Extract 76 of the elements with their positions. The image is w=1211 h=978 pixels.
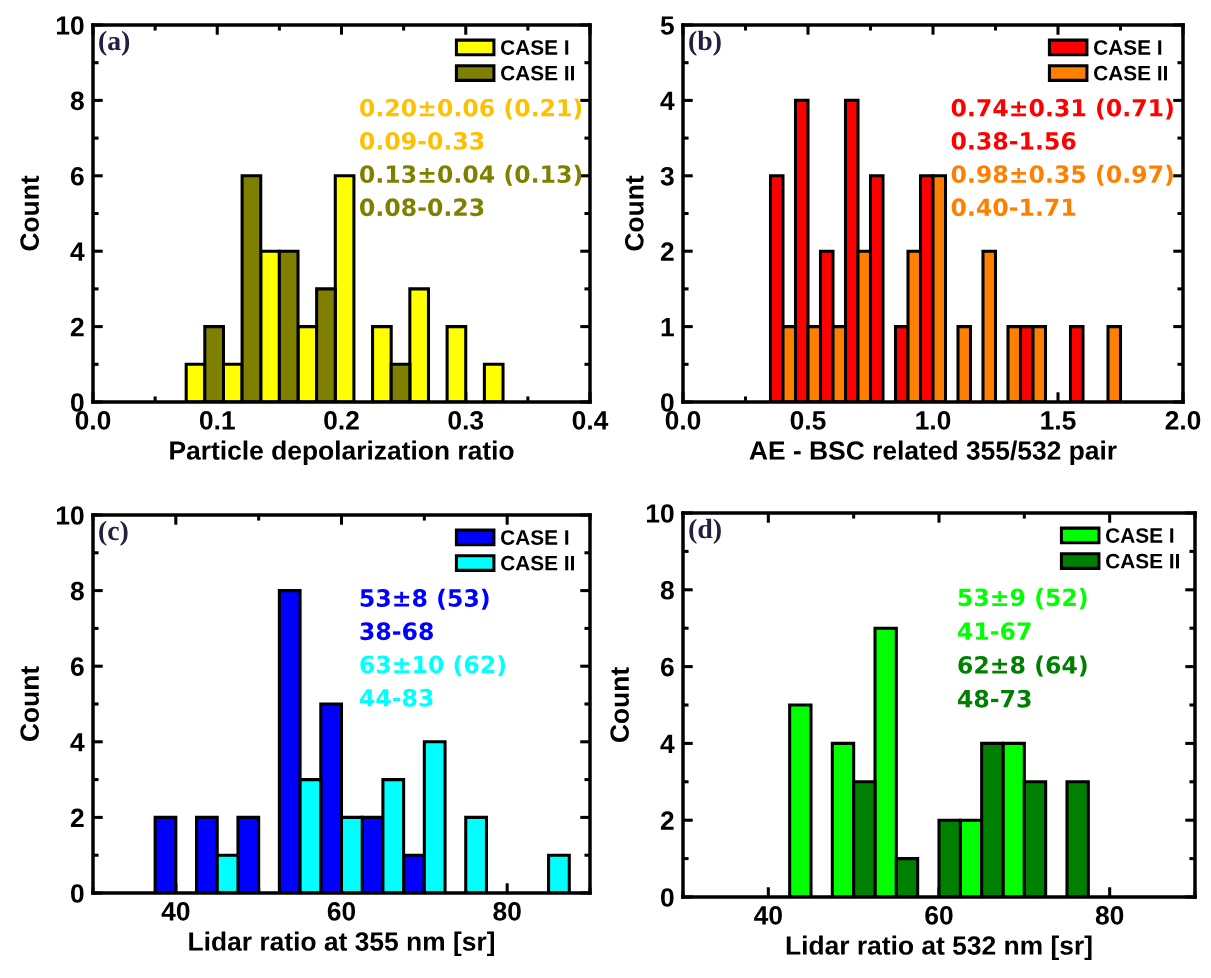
x-tick-label: 2.0 [1165,411,1201,430]
x-tick-label: 0.0 [75,411,111,430]
x-tick-label: 1.5 [1041,411,1076,430]
y-tick-label: 8 [70,581,84,601]
y-tick-label: 6 [70,166,84,186]
x-tick-label: 1.0 [916,411,951,430]
x-tick-label: 0.0 [665,411,701,430]
x-tick-label: 40 [161,902,190,921]
x-tick-label: 60 [327,902,356,921]
y-tick-label: 3 [660,166,674,186]
x-axis-title: Particle depolarization ratio [170,440,514,466]
annotation: 53±9 (52) [958,588,1087,610]
y-tick-label: 2 [70,808,84,827]
annotation: 38-68 [360,622,433,641]
annotation: 0.98±0.35 (0.97) [951,164,1173,186]
y-axis-title: Count [20,666,39,742]
x-tick-label: 80 [493,902,521,921]
legend-label: CASE II [1094,65,1168,81]
annotation: 48-73 [957,689,1031,708]
y-tick-label: 8 [70,91,84,111]
annotation: 44-83 [359,688,433,707]
y-tick-label: 8 [660,580,674,600]
annotation: 62±8 (64) [958,655,1087,677]
annotation: 0.09-0.33 [360,131,484,150]
y-tick-label: 10 [646,504,674,523]
y-axis-title: Count [610,667,629,743]
annotation: 0.08-0.23 [360,198,484,217]
x-tick-label: 60 [925,906,953,925]
legend-label: CASE II [501,555,575,571]
y-tick-label: 4 [70,242,85,261]
x-tick-label: 0.1 [199,411,235,430]
legend-label: CASE II [501,65,575,81]
chart-title: (b) [689,30,721,56]
chart-title: (a) [99,30,130,56]
x-tick-label: 0.4 [572,411,609,430]
y-tick-label: 2 [660,242,674,261]
legend-label: CASE I [501,530,569,545]
annotation: 63±10 (62) [360,655,506,677]
y-tick-label: 0 [661,393,674,412]
annotation: 0.38-1.56 [951,131,1076,150]
legend-label: CASE II [1106,553,1180,569]
x-tick-label: 0.3 [448,411,484,430]
x-axis-title: AE - BSC related 355/532 pair [749,440,1117,466]
x-tick-label: 40 [754,906,782,925]
y-tick-label: 0 [71,884,84,903]
y-tick-label: 10 [56,16,84,35]
chart-title: (c) [99,520,128,546]
y-axis-title: Count [20,175,39,251]
annotation: 53±8 (53) [360,588,489,610]
y-tick-label: 5 [660,16,674,35]
annotation: 0.74±0.31 (0.71) [951,98,1173,120]
annotation: 41-67 [957,622,1031,641]
legend-label: CASE I [1094,40,1162,55]
y-tick-label: 0 [71,393,84,412]
y-tick-label: 4 [70,733,85,752]
y-tick-label: 4 [660,734,675,753]
y-tick-label: 2 [70,317,84,337]
y-axis-title: Count [624,175,644,251]
y-tick-label: 4 [660,91,675,110]
y-tick-label: 0 [661,888,674,907]
annotation: 0.20±0.06 (0.21) [360,98,582,120]
y-tick-label: 6 [70,657,84,677]
legend-label: CASE I [1106,528,1174,543]
x-tick-label: 0.5 [790,411,826,430]
legend-label: CASE I [501,40,569,55]
y-tick-label: 2 [660,811,674,830]
y-tick-label: 10 [56,506,84,525]
x-axis-title: Lidar ratio at 355 nm [sr] [189,931,495,957]
annotation: 0.40-1.71 [951,198,1076,217]
x-tick-label: 80 [1095,906,1124,925]
x-tick-label: 0.2 [324,411,359,430]
annotation: 0.13±0.04 (0.13) [360,164,582,186]
chart-title: (d) [689,518,721,544]
y-tick-label: 1 [661,318,674,337]
y-tick-label: 6 [660,657,674,677]
x-axis-title: Lidar ratio at 532 nm [sr] [786,935,1092,961]
